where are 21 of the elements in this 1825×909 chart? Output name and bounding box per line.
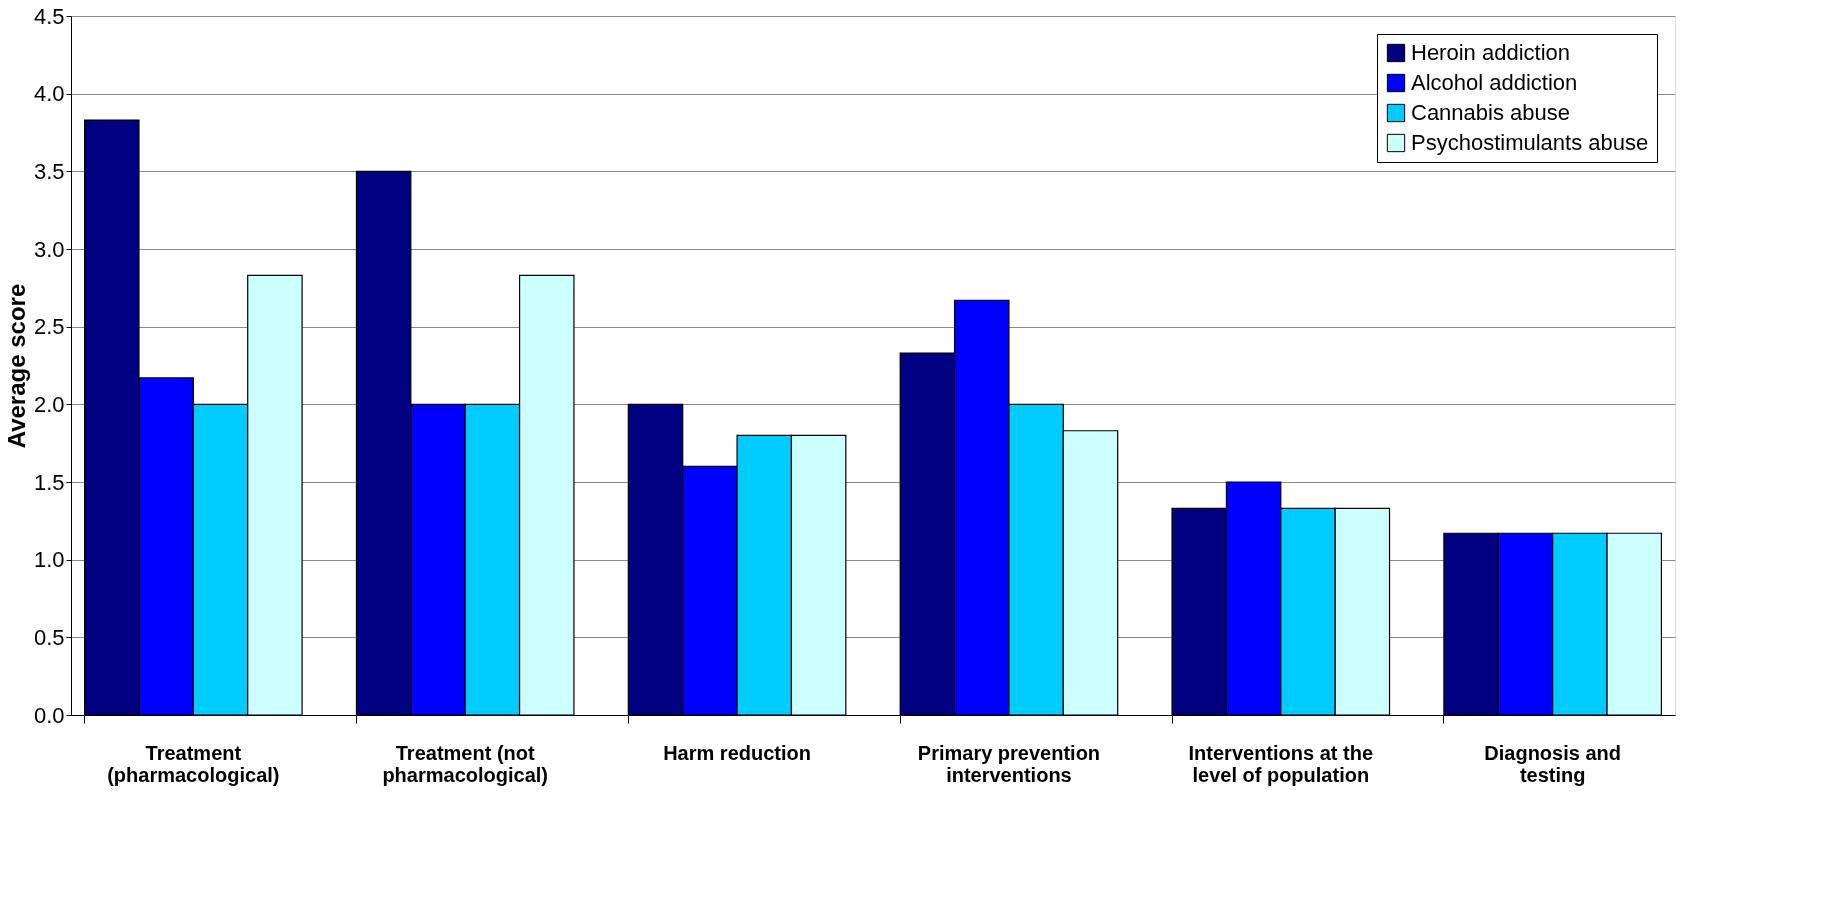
x-tick-label: Treatment (not pharmacological) <box>382 741 549 786</box>
x-tick-label: Harm reduction <box>663 741 811 764</box>
y-tick-label: 4.0 <box>33 81 65 107</box>
y-tick-label: 2.0 <box>33 391 65 417</box>
legend-label: Alcohol addiction <box>1411 70 1578 95</box>
legend-label: Heroin addiction <box>1411 40 1570 65</box>
x-tick-label: Diagnosis and testing <box>1484 741 1622 786</box>
y-tick-label: 4.5 <box>33 3 65 29</box>
y-axis-title: Average score <box>2 283 30 449</box>
x-tick-label: Primary prevention interventions <box>917 741 1101 786</box>
y-tick-label: 3.5 <box>33 158 65 184</box>
y-tick-label: 1.0 <box>33 547 65 573</box>
y-tick-label: 2.5 <box>33 314 65 340</box>
legend-label: Cannabis abuse <box>1411 100 1571 125</box>
y-tick-label: 1.5 <box>33 469 65 495</box>
y-tick-label: 0.0 <box>33 702 65 728</box>
x-tick-label: Treatment (pharmacological) <box>107 741 280 786</box>
x-tick-label: Interventions at the level of population <box>1188 741 1374 786</box>
y-tick-label: 3.0 <box>33 236 65 262</box>
y-tick-label: 0.5 <box>33 624 65 650</box>
legend-label: Psychostimulants abuse <box>1411 130 1649 155</box>
